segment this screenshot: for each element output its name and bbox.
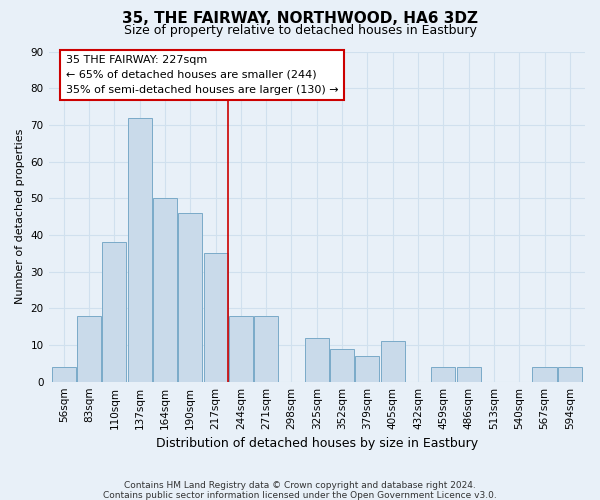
Bar (128, 118, 152, 382)
Bar (153, 198, 177, 382)
Bar (77, 316, 101, 382)
X-axis label: Distribution of detached houses by size in Eastbury: Distribution of detached houses by size … (156, 437, 478, 450)
Bar (229, 316, 253, 382)
Bar (52, 367, 76, 382)
Bar (355, 356, 379, 382)
Text: Contains HM Land Registry data © Crown copyright and database right 2024.: Contains HM Land Registry data © Crown c… (124, 481, 476, 490)
Y-axis label: Number of detached properties: Number of detached properties (15, 129, 25, 304)
Bar (305, 338, 329, 382)
Bar (532, 367, 557, 382)
Bar (558, 367, 582, 382)
Bar (103, 242, 127, 382)
Bar (431, 367, 455, 382)
Bar (457, 367, 481, 382)
Bar (203, 254, 227, 382)
Text: Contains public sector information licensed under the Open Government Licence v3: Contains public sector information licen… (103, 491, 497, 500)
Bar (178, 213, 202, 382)
Bar (380, 342, 405, 382)
Text: 35, THE FAIRWAY, NORTHWOOD, HA6 3DZ: 35, THE FAIRWAY, NORTHWOOD, HA6 3DZ (122, 11, 478, 26)
Text: Size of property relative to detached houses in Eastbury: Size of property relative to detached ho… (124, 24, 476, 37)
Bar (330, 348, 354, 382)
Bar (254, 316, 278, 382)
Text: 35 THE FAIRWAY: 227sqm
← 65% of detached houses are smaller (244)
35% of semi-de: 35 THE FAIRWAY: 227sqm ← 65% of detached… (66, 55, 338, 95)
